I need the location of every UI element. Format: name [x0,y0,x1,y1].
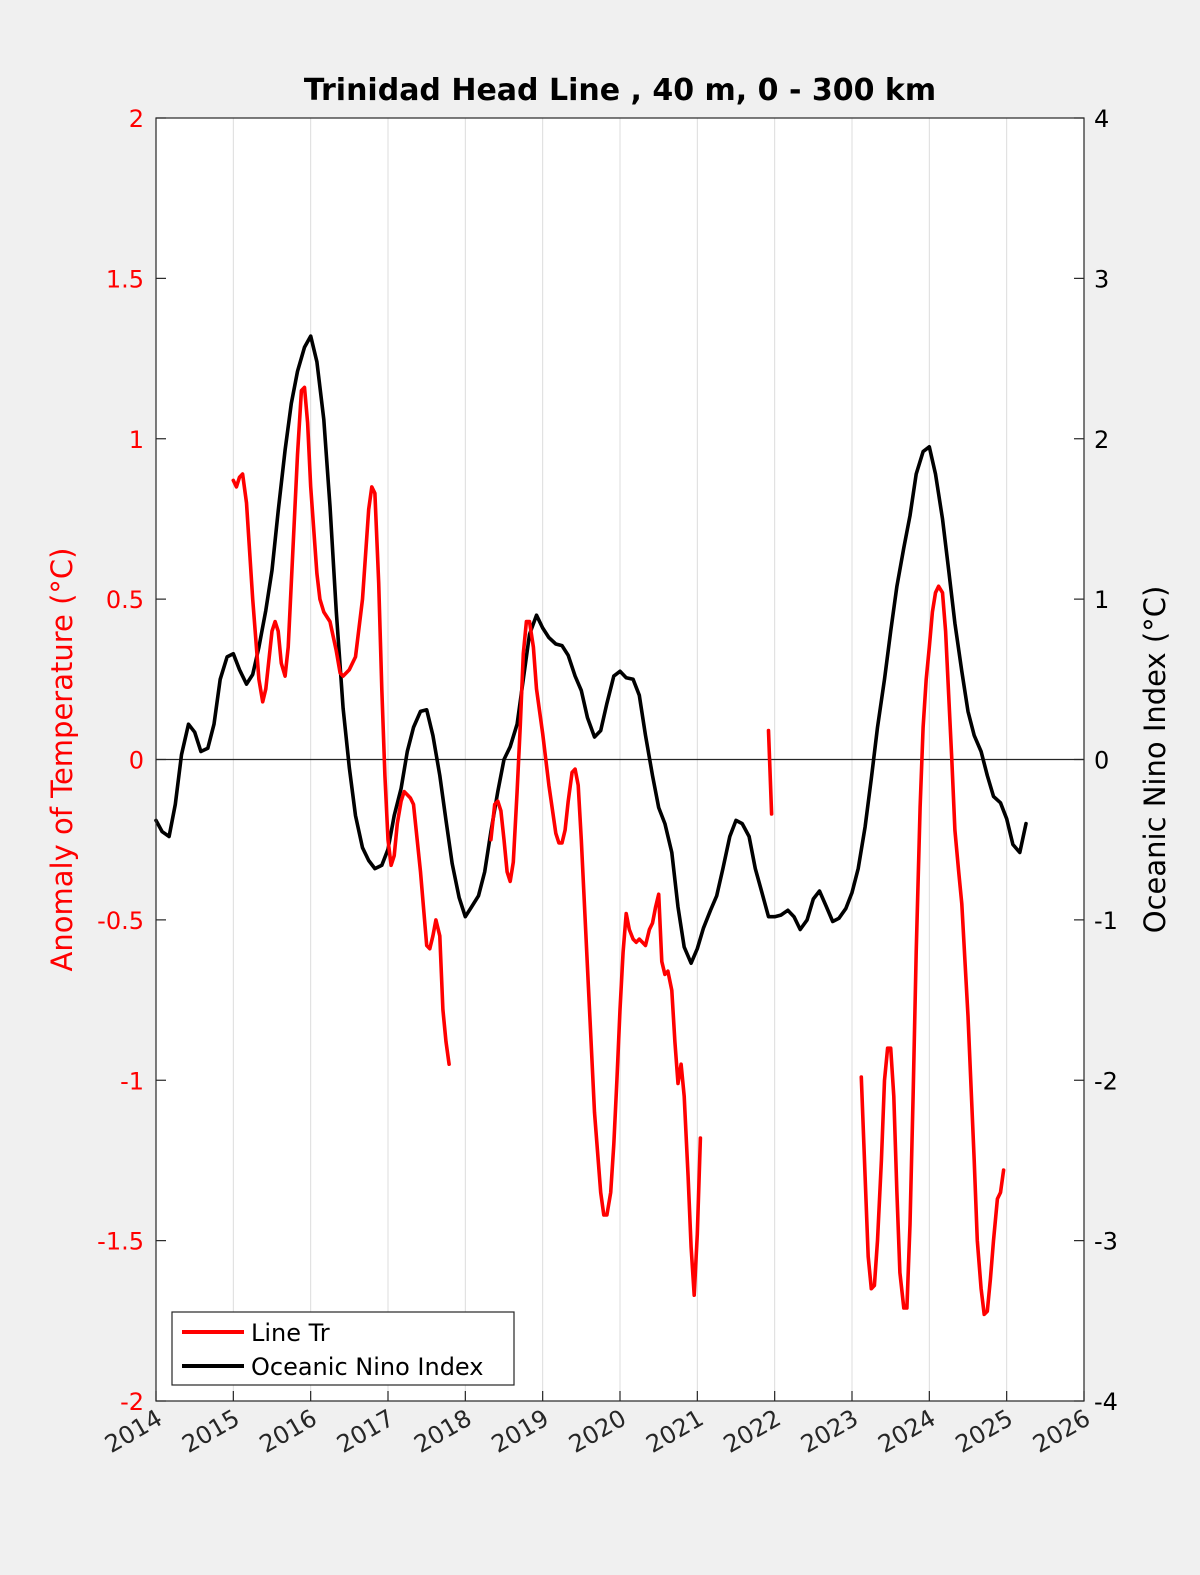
y-left-tick-label: 0 [129,747,144,775]
y-left-tick-label: -0.5 [97,907,144,935]
line-tr-series [859,584,1006,1317]
right-axis-label: Oceanic Nino Index (°C) [1138,586,1172,934]
legend-oni-label: Oceanic Nino Index [251,1353,483,1381]
y-right-tick-label: 2 [1094,426,1109,454]
oni-series [154,334,1028,966]
x-tick-label: 2016 [255,1404,322,1459]
x-tick-label: 2018 [409,1404,476,1459]
y-left-tick-label: -1 [120,1067,144,1095]
y-left-tick-label: 1.5 [106,265,144,293]
legend-line-tr-label: Line Tr [251,1319,330,1347]
y-right-tick-label: 0 [1094,747,1109,775]
x-tick-label: 2025 [951,1404,1018,1459]
x-tick-label: 2020 [564,1404,631,1459]
chart-title: Trinidad Head Line , 40 m, 0 - 300 km [304,73,936,108]
x-tick-label: 2024 [873,1404,940,1459]
x-tick-label: 2021 [641,1404,708,1459]
y-right-tick-label: -2 [1094,1067,1118,1095]
legend: Line Tr Oceanic Nino Index [171,1311,515,1386]
y-left-tick-label: 2 [129,105,144,133]
y-right-tick-label: -3 [1094,1228,1118,1256]
legend-box [171,1311,515,1386]
y-left-tick-label: -1.5 [97,1228,144,1256]
x-tick-label: 2017 [332,1404,399,1459]
line-tr-series [489,619,703,1297]
y-right-tick-label: -4 [1094,1388,1118,1416]
y-left-tick-label: 1 [129,426,144,454]
y-left-tick-label: 0.5 [106,586,144,614]
x-tick-label: 2019 [487,1404,554,1459]
series-layer [154,334,1028,1317]
x-tick-label: 2026 [1028,1404,1095,1459]
y-right-tick-label: 3 [1094,265,1109,293]
y-right-tick-label: 4 [1094,105,1109,133]
x-tick-label: 2015 [177,1404,244,1459]
x-tick-label: 2022 [719,1404,786,1459]
line-tr-series [231,385,451,1066]
y-right-tick-label: -1 [1094,907,1118,935]
left-axis-label: Anomaly of Temperature (°C) [45,548,79,972]
x-tick-label: 2023 [796,1404,863,1459]
y-right-tick-label: 1 [1094,586,1109,614]
line-tr-series [766,728,774,816]
y-left-tick-label: -2 [120,1388,144,1416]
